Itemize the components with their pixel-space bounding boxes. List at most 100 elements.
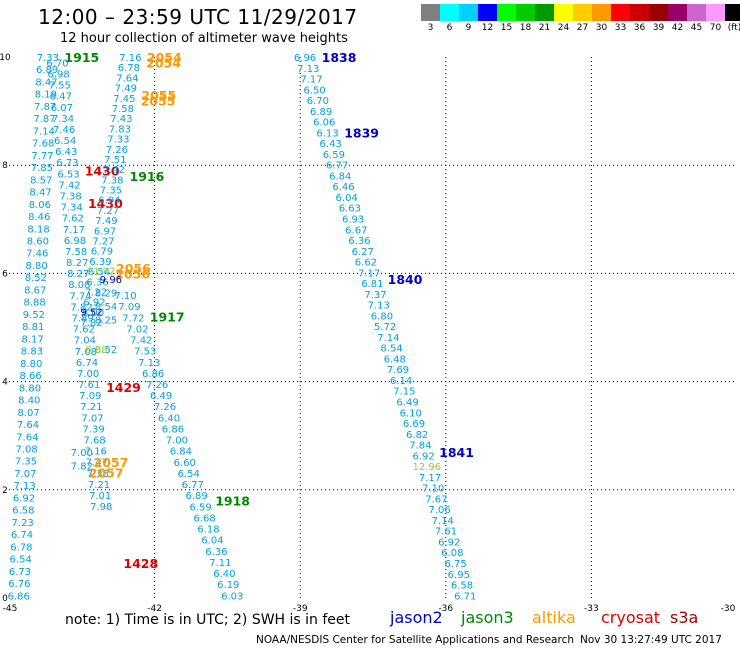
wave-height-value: 7.13	[368, 301, 390, 312]
wave-height-value: 6.10	[400, 408, 422, 419]
legend-label: 21	[538, 23, 551, 33]
pass-time-label: 2056	[116, 261, 151, 276]
wave-height-value: 6.73	[56, 158, 78, 169]
wave-height-value: 7.13	[138, 358, 160, 369]
legend-label: 15	[500, 23, 513, 33]
wave-height-value: 7.17	[419, 473, 441, 484]
legend-label: 6	[446, 23, 453, 33]
wave-height-value: 6.86	[162, 424, 184, 435]
wave-height-value: 6.59	[189, 502, 211, 513]
wave-height-value: 7.87	[34, 102, 56, 113]
wave-height-value: 7.16	[119, 53, 141, 64]
wave-height-value: 7.14	[432, 516, 454, 527]
wave-height-value: 8.00	[82, 308, 104, 319]
satellite-legend-s3a: s3a	[670, 608, 699, 627]
wave-height-value: 8.80	[25, 261, 47, 272]
wave-height-value: 8.80	[19, 383, 41, 394]
wave-height-value: 6.75	[444, 559, 466, 570]
wave-height-value: 7.00	[166, 436, 188, 447]
wave-height-value: 6.86	[142, 369, 164, 380]
wave-height-value: 8.54	[95, 302, 117, 313]
wave-height-value: 7.35	[87, 469, 109, 480]
wave-height-value: 6.48	[384, 354, 406, 365]
legend-label: 33	[614, 23, 627, 33]
wave-height-value: 8.57	[30, 175, 52, 186]
legend-swatch	[440, 4, 459, 21]
wave-height-value: 8.54	[380, 344, 402, 355]
wave-height-value: 6.77	[326, 161, 348, 172]
x-tick-label: -39	[293, 604, 308, 614]
wave-height-value: 8.27	[67, 269, 89, 280]
wave-height-value: 6.78	[118, 63, 140, 74]
wave-height-value: 7.64	[17, 420, 39, 431]
wave-height-value: 6.89	[310, 107, 332, 118]
wave-height-value: 6.40	[158, 413, 180, 424]
wave-height-value: 7.49	[95, 216, 117, 227]
wave-height-value: 7.89	[72, 313, 94, 324]
wave-height-value: 6.49	[396, 398, 418, 409]
legend-swatch	[592, 4, 611, 21]
x-tick-label: -30	[721, 604, 736, 614]
wave-height-value: 7.27	[97, 206, 119, 217]
pass-time-label: 2054	[147, 50, 182, 65]
wave-height-value: 8.27	[66, 258, 88, 269]
wave-height-value: 7.51	[104, 155, 126, 166]
wave-height-value: 7.55	[49, 81, 71, 92]
wave-height-value: 7.34	[52, 114, 74, 125]
wave-height-value: 7.82	[80, 318, 102, 329]
pass-time-label: 1839	[344, 126, 379, 141]
wave-height-value: 6.58	[12, 506, 34, 517]
wave-height-value: 6.59	[323, 150, 345, 161]
y-tick-label: 4	[2, 378, 8, 388]
wave-height-value: 6.80	[371, 311, 393, 322]
wave-height-value: 8.29	[95, 288, 117, 299]
wave-height-value: 6.19	[217, 580, 239, 591]
wave-height-value: 7.10	[114, 291, 136, 302]
wave-height-value: 6.67	[345, 225, 367, 236]
legend-swatch	[668, 4, 687, 21]
wave-height-value: 6.43	[320, 139, 342, 150]
wave-height-value: 8.46	[28, 212, 50, 223]
wave-height-value: 6.36	[205, 547, 227, 558]
wave-height-value: 8.47	[29, 188, 51, 199]
wave-height-value: 7.35	[100, 186, 122, 197]
footer-credit: NOAA/NESDIS Center for Satellite Applica…	[256, 634, 574, 646]
wave-height-value: 7.10	[422, 484, 444, 495]
wave-height-value: 6.49	[150, 391, 172, 402]
pass-time-label: 2054	[146, 55, 181, 70]
wave-height-value: 6.68	[193, 513, 215, 524]
wave-height-value: 7.07	[14, 469, 36, 480]
wave-height-value: 6.36	[348, 236, 370, 247]
x-tick-label: -36	[438, 604, 453, 614]
wave-height-value: 6.89	[36, 65, 58, 76]
wave-height-value: 7.43	[110, 114, 132, 125]
wave-height-value: 7.13	[297, 64, 319, 75]
wave-height-value: 6.63	[339, 204, 361, 215]
wave-height-value: 7.46	[53, 125, 75, 136]
wave-height-value: 6.54	[178, 469, 200, 480]
wave-height-value: 6.54	[88, 267, 110, 278]
wave-height-value: 6.04	[336, 193, 358, 204]
wave-height-value: 6.71	[454, 591, 476, 602]
y-tick-label: 6	[2, 269, 8, 279]
wave-height-value: 6.79	[91, 247, 113, 258]
wave-height-value: 7.26	[154, 402, 176, 413]
legend-swatch	[497, 4, 516, 21]
wave-height-value: 7.33	[107, 135, 129, 146]
wave-height-value: 7.09	[118, 302, 140, 313]
wave-height-value: 7.74	[69, 291, 91, 302]
legend-swatch	[478, 4, 497, 21]
legend-swatch	[706, 4, 725, 21]
pass-time-label: 1430	[85, 164, 120, 179]
wave-height-value: 7.33	[37, 53, 59, 64]
pass-time-label: 2057	[89, 466, 124, 481]
wave-height-value: 8.08	[68, 280, 90, 291]
color-legend: 3 6 9 12 15 18 21 24 27 30 33 36 39 42 45 70 (ft)	[421, 4, 740, 33]
wave-height-value: 6.40	[213, 569, 235, 580]
wave-height-value: 7.62	[73, 325, 95, 336]
wave-height-value: 7.15	[393, 387, 415, 398]
wave-height-value: 7.26	[106, 145, 128, 156]
wave-height-value: 8.52	[95, 345, 117, 356]
wave-height-value: 6.77	[182, 480, 204, 491]
wave-height-value: 6.70	[46, 58, 68, 69]
